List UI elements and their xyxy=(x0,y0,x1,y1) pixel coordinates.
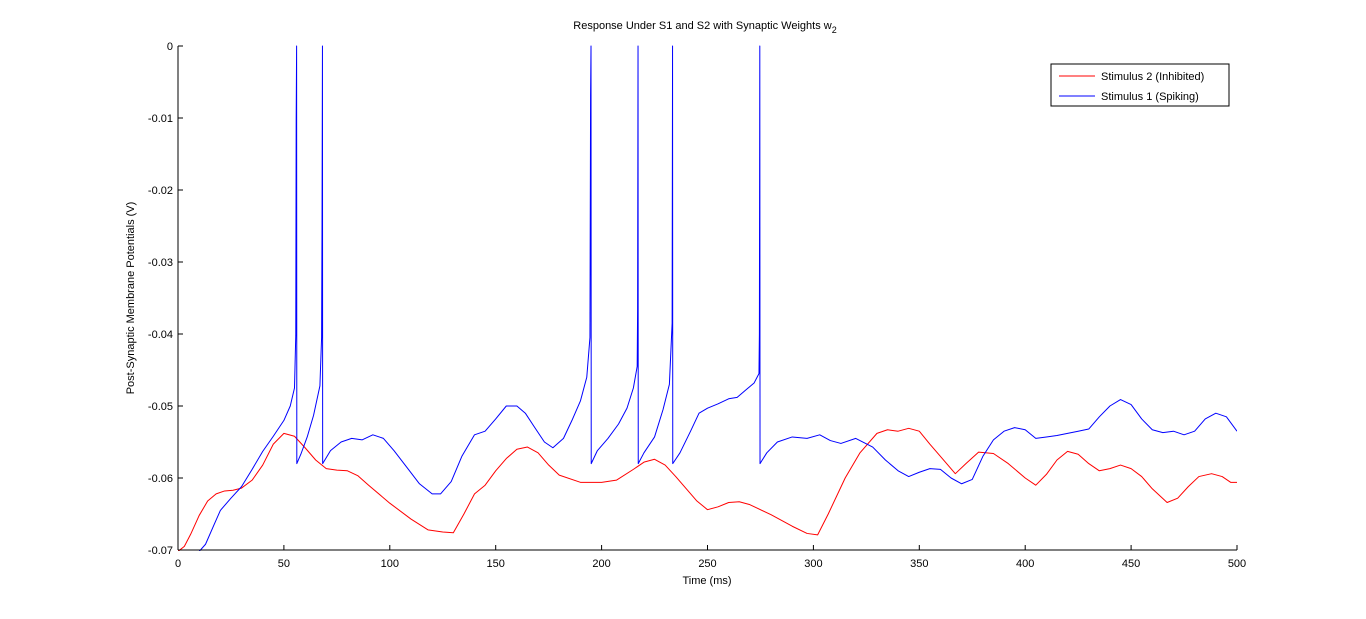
axes: 0 50 100 150 200 250 300 350 400 450 500 0 -0.01 -0.0… xyxy=(148,41,1246,570)
y-tick-label: -0.05 xyxy=(148,401,173,413)
x-tick-label: 0 xyxy=(175,558,181,570)
x-tick-label: 400 xyxy=(1016,558,1034,570)
y-tick-label: -0.06 xyxy=(148,473,173,485)
y-tick-label: 0 xyxy=(167,41,173,53)
chart-title-main: Response Under S1 and S2 with Synaptic W… xyxy=(573,20,831,32)
series-line-1 xyxy=(178,427,1237,551)
y-tick-label: -0.07 xyxy=(148,545,173,557)
y-tick-label: -0.02 xyxy=(148,185,173,197)
series-line-2 xyxy=(178,45,1237,551)
chart-title-subscript: 2 xyxy=(832,25,837,35)
plot-area xyxy=(178,45,1237,551)
legend-label-2: Stimulus 1 (Spiking) xyxy=(1101,91,1199,103)
x-tick-label: 50 xyxy=(278,558,290,570)
y-axis-label: Post-Synaptic Membrane Potentials (V) xyxy=(125,202,137,395)
x-tick-label: 300 xyxy=(804,558,822,570)
x-axis-label: Time (ms) xyxy=(682,575,731,587)
x-tick-label: 500 xyxy=(1228,558,1246,570)
y-tick-label: -0.04 xyxy=(148,329,173,341)
x-tick-label: 100 xyxy=(381,558,399,570)
x-tick-label: 200 xyxy=(592,558,610,570)
x-tick-label: 350 xyxy=(910,558,928,570)
legend-label-1: Stimulus 2 (Inhibited) xyxy=(1101,71,1204,83)
x-tick-label: 250 xyxy=(698,558,716,570)
x-tick-label: 450 xyxy=(1122,558,1140,570)
y-tick-label: -0.01 xyxy=(148,113,173,125)
y-tick-label: -0.03 xyxy=(148,257,173,269)
chart-title: Response Under S1 and S2 with Synaptic W… xyxy=(573,20,836,35)
x-tick-label: 150 xyxy=(487,558,505,570)
legend-box xyxy=(1050,63,1230,107)
legend: Stimulus 2 (Inhibited) Stimulus 1 (Spikin… xyxy=(1050,63,1230,107)
